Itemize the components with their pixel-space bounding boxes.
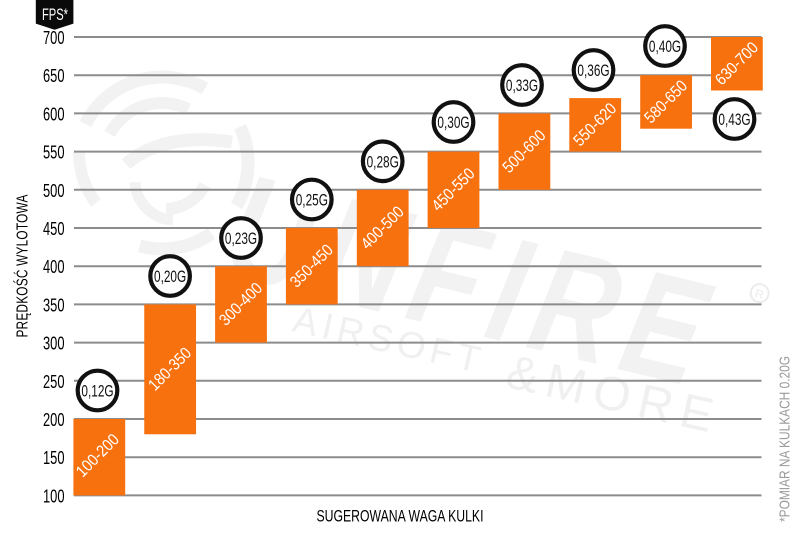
svg-text:150: 150 [43, 447, 65, 468]
svg-text:350: 350 [43, 294, 65, 315]
svg-text:0,25G: 0,25G [296, 192, 328, 210]
svg-text:700: 700 [43, 27, 65, 48]
svg-text:R: R [754, 286, 766, 302]
svg-text:FPS*: FPS* [42, 5, 68, 24]
svg-text:0,20G: 0,20G [154, 268, 186, 286]
svg-text:SUGEROWANA WAGA KULKI: SUGEROWANA WAGA KULKI [317, 507, 484, 525]
svg-text:0,43G: 0,43G [718, 111, 750, 129]
svg-text:100: 100 [43, 485, 65, 506]
svg-text:600: 600 [43, 103, 65, 124]
svg-text:250: 250 [43, 371, 65, 392]
svg-text:0,28G: 0,28G [367, 154, 399, 172]
svg-text:0,40G: 0,40G [649, 38, 681, 56]
svg-text:450: 450 [43, 218, 65, 239]
svg-text:*POMIAR NA KULKACH 0.20G: *POMIAR NA KULKACH 0.20G [778, 356, 794, 522]
svg-text:0,12G: 0,12G [81, 383, 113, 401]
svg-text:0,30G: 0,30G [437, 114, 469, 132]
svg-text:200: 200 [43, 409, 65, 430]
svg-text:PRĘDKOŚĆ WYLOTOWA: PRĘDKOŚĆ WYLOTOWA [12, 194, 31, 337]
svg-text:550: 550 [43, 142, 65, 163]
svg-text:0,23G: 0,23G [225, 230, 257, 248]
svg-text:300: 300 [43, 333, 65, 354]
svg-text:650: 650 [43, 65, 65, 86]
svg-text:0,33G: 0,33G [506, 77, 538, 95]
svg-text:400: 400 [43, 256, 65, 277]
svg-text:0,36G: 0,36G [577, 62, 609, 80]
svg-text:500: 500 [43, 180, 65, 201]
